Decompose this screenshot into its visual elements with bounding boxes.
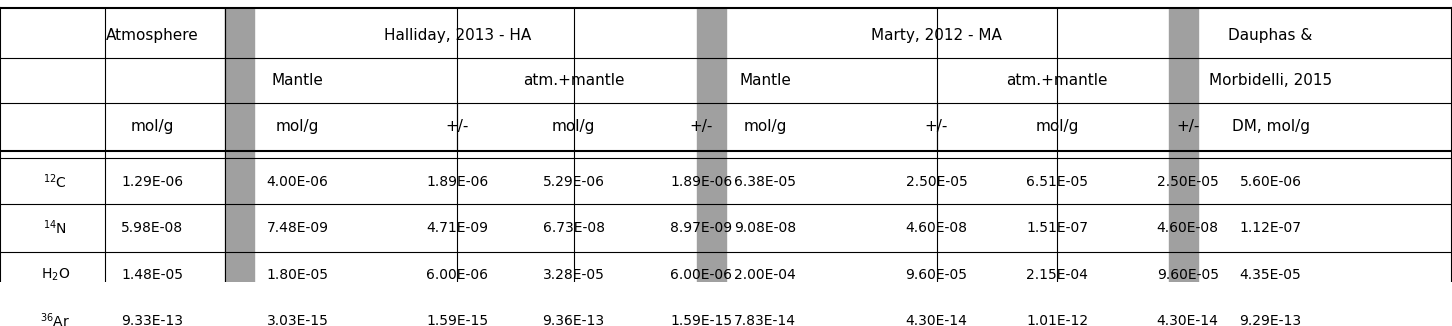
- Text: 2.15E-04: 2.15E-04: [1027, 268, 1088, 282]
- Text: 4.00E-06: 4.00E-06: [267, 175, 328, 189]
- Text: 3.28E-05: 3.28E-05: [543, 268, 604, 282]
- Text: mol/g: mol/g: [131, 119, 174, 134]
- Text: 4.30E-14: 4.30E-14: [1157, 314, 1218, 326]
- Text: 1.89E-06: 1.89E-06: [427, 175, 488, 189]
- Text: Morbidelli, 2015: Morbidelli, 2015: [1210, 73, 1331, 88]
- Text: 1.80E-05: 1.80E-05: [267, 268, 328, 282]
- Text: mol/g: mol/g: [743, 119, 787, 134]
- Text: 2.50E-05: 2.50E-05: [906, 175, 967, 189]
- Text: 7.83E-14: 7.83E-14: [735, 314, 796, 326]
- Text: 9.33E-13: 9.33E-13: [122, 314, 183, 326]
- Text: H$_2$O: H$_2$O: [41, 266, 70, 283]
- Text: Halliday, 2013 - HA: Halliday, 2013 - HA: [383, 28, 531, 43]
- Text: Marty, 2012 - MA: Marty, 2012 - MA: [871, 28, 1002, 43]
- Text: $^{36}$Ar: $^{36}$Ar: [41, 312, 70, 326]
- Text: 4.30E-14: 4.30E-14: [906, 314, 967, 326]
- Text: 6.00E-06: 6.00E-06: [427, 268, 488, 282]
- Text: 5.29E-06: 5.29E-06: [543, 175, 604, 189]
- Bar: [1169, 8, 1198, 326]
- Text: 1.51E-07: 1.51E-07: [1027, 221, 1088, 235]
- Text: 3.03E-15: 3.03E-15: [267, 314, 328, 326]
- Text: 4.35E-05: 4.35E-05: [1240, 268, 1301, 282]
- Text: 9.08E-08: 9.08E-08: [735, 221, 796, 235]
- Text: 4.60E-08: 4.60E-08: [1157, 221, 1218, 235]
- Text: 1.59E-15: 1.59E-15: [671, 314, 732, 326]
- Text: +/-: +/-: [690, 119, 713, 134]
- Text: 9.60E-05: 9.60E-05: [906, 268, 967, 282]
- Text: 7.48E-09: 7.48E-09: [267, 221, 328, 235]
- Text: 4.71E-09: 4.71E-09: [427, 221, 488, 235]
- Text: Mantle: Mantle: [739, 73, 791, 88]
- Text: 5.60E-06: 5.60E-06: [1240, 175, 1301, 189]
- Text: 1.59E-15: 1.59E-15: [427, 314, 488, 326]
- Text: $^{14}$N: $^{14}$N: [44, 219, 67, 237]
- Text: 9.36E-13: 9.36E-13: [543, 314, 604, 326]
- Text: 1.29E-06: 1.29E-06: [122, 175, 183, 189]
- Text: 8.97E-09: 8.97E-09: [671, 221, 732, 235]
- Bar: [697, 8, 726, 326]
- Text: +/-: +/-: [1176, 119, 1199, 134]
- Text: atm.+mantle: atm.+mantle: [523, 73, 624, 88]
- Text: 6.73E-08: 6.73E-08: [543, 221, 604, 235]
- Bar: [225, 8, 254, 326]
- Text: +/-: +/-: [446, 119, 469, 134]
- Text: +/-: +/-: [925, 119, 948, 134]
- Text: 1.89E-06: 1.89E-06: [671, 175, 732, 189]
- Text: $^{12}$C: $^{12}$C: [44, 172, 67, 191]
- Text: 6.51E-05: 6.51E-05: [1027, 175, 1088, 189]
- Text: 2.00E-04: 2.00E-04: [735, 268, 796, 282]
- Text: atm.+mantle: atm.+mantle: [1006, 73, 1108, 88]
- Text: Mantle: Mantle: [272, 73, 324, 88]
- Text: 6.00E-06: 6.00E-06: [671, 268, 732, 282]
- Text: 4.60E-08: 4.60E-08: [906, 221, 967, 235]
- Text: 9.29E-13: 9.29E-13: [1240, 314, 1301, 326]
- Text: DM, mol/g: DM, mol/g: [1231, 119, 1310, 134]
- Text: mol/g: mol/g: [276, 119, 319, 134]
- Text: 6.38E-05: 6.38E-05: [735, 175, 796, 189]
- Text: mol/g: mol/g: [1035, 119, 1079, 134]
- Text: 1.01E-12: 1.01E-12: [1027, 314, 1088, 326]
- Text: 1.48E-05: 1.48E-05: [122, 268, 183, 282]
- Text: 5.98E-08: 5.98E-08: [122, 221, 183, 235]
- Text: Dauphas &: Dauphas &: [1228, 28, 1313, 43]
- Text: 9.60E-05: 9.60E-05: [1157, 268, 1218, 282]
- Text: mol/g: mol/g: [552, 119, 595, 134]
- Text: Atmosphere: Atmosphere: [106, 28, 199, 43]
- Text: 2.50E-05: 2.50E-05: [1157, 175, 1218, 189]
- Text: 1.12E-07: 1.12E-07: [1240, 221, 1301, 235]
